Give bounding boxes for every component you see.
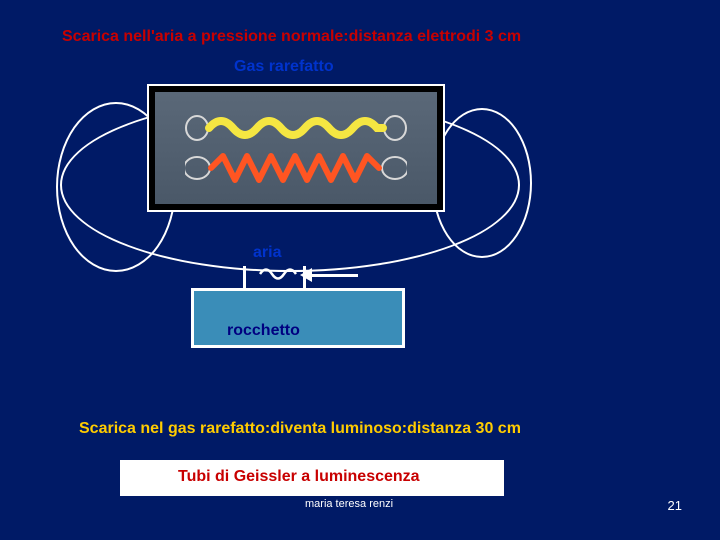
arrow-head-icon: [300, 268, 312, 282]
discharge-tube-orange: [185, 150, 407, 186]
discharge-tube-yellow: [185, 110, 407, 146]
footer-author: maria teresa renzi: [305, 498, 393, 510]
photo-frame: [147, 84, 445, 212]
photo-inner: [155, 92, 437, 204]
aria-text: aria: [253, 244, 281, 261]
page-number: 21: [668, 498, 682, 513]
geissler-label: Tubi di Geissler a luminescenza: [178, 468, 420, 486]
subtitle: Gas rarefatto: [234, 58, 334, 76]
geissler-text: Tubi di Geissler a luminescenza: [178, 468, 420, 485]
slide-title-text: Scarica nell'aria a pressione normale:di…: [62, 28, 521, 45]
bottom-caption-text: Scarica nel gas rarefatto:diventa lumino…: [79, 420, 521, 437]
rocchetto-label: rocchetto: [227, 322, 300, 340]
circuit-wire-left: [243, 266, 246, 288]
bottom-caption: Scarica nel gas rarefatto:diventa lumino…: [79, 420, 521, 438]
page-number-text: 21: [668, 498, 682, 513]
arrow-line: [306, 274, 358, 277]
ac-source-icon: [258, 263, 302, 285]
aria-label: aria: [253, 244, 281, 262]
subtitle-text: Gas rarefatto: [234, 58, 334, 75]
loop-right: [432, 108, 532, 258]
footer-author-text: maria teresa renzi: [305, 498, 393, 510]
slide-title: Scarica nell'aria a pressione normale:di…: [62, 28, 521, 46]
rocchetto-text: rocchetto: [227, 322, 300, 339]
